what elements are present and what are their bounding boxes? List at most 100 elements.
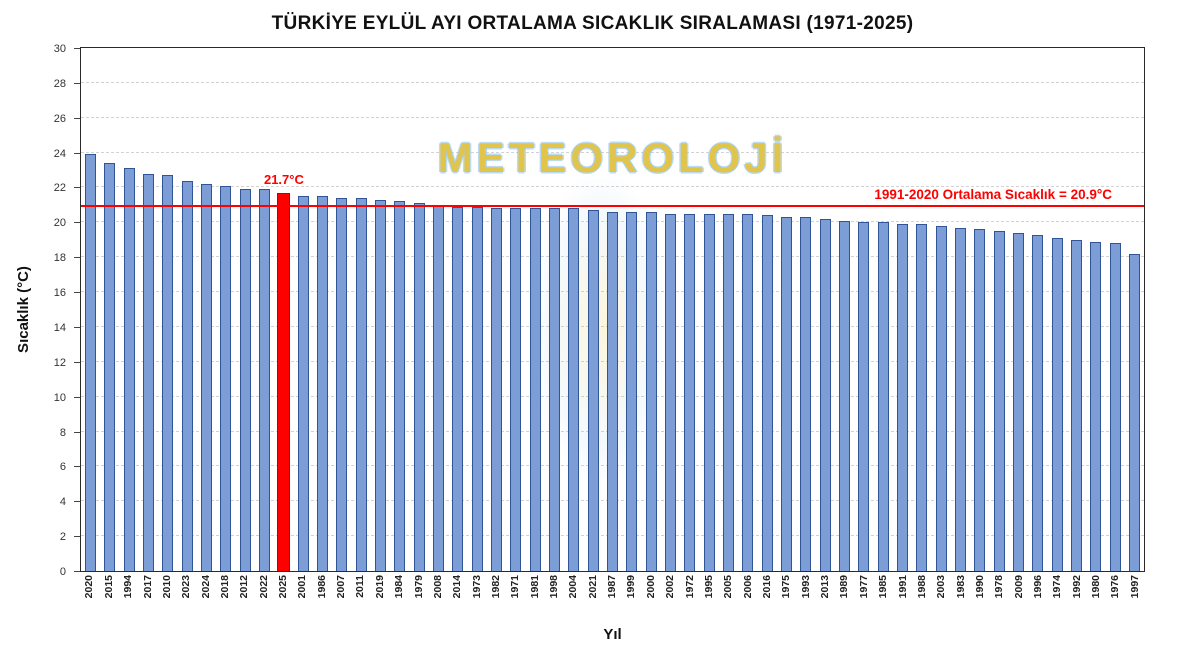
bar-1995	[703, 213, 715, 571]
bar-cell	[236, 48, 255, 571]
x-tick-label: 1999	[625, 575, 638, 599]
x-tick-cell: 2008	[428, 575, 447, 621]
x-tick-cell: 1991	[893, 575, 912, 621]
x-tick-label: 1997	[1128, 575, 1141, 599]
bar-2019	[375, 199, 387, 571]
gridline	[81, 151, 1144, 153]
x-tick-cell: 2003	[932, 575, 951, 621]
x-tick-label: 1987	[606, 575, 619, 599]
x-tick-label: 1972	[683, 575, 696, 599]
bar-2013	[819, 218, 831, 571]
x-tick-label: 2003	[935, 575, 948, 599]
x-tick-label: 1976	[1109, 575, 1122, 599]
bar-1986	[317, 196, 329, 571]
bar-1985	[877, 222, 889, 571]
bar-cell	[642, 48, 661, 571]
x-tick-label: 2010	[160, 575, 173, 599]
bar-1989	[838, 220, 850, 571]
x-tick-label: 2015	[102, 575, 115, 599]
x-tick-cell: 1992	[1067, 575, 1086, 621]
x-tick-cell: 1983	[951, 575, 970, 621]
x-tick-cell: 1993	[796, 575, 815, 621]
bar-1993	[800, 217, 812, 571]
bar-cell	[255, 48, 274, 571]
x-tick-label: 1998	[548, 575, 561, 599]
y-tickmark	[74, 82, 80, 84]
x-tick-cell: 2004	[564, 575, 583, 621]
bar-cell	[197, 48, 216, 571]
bar-2007	[336, 197, 348, 571]
x-tick-label: 1971	[509, 575, 522, 599]
bar-cell	[1067, 48, 1086, 571]
bar-cell	[468, 48, 487, 571]
x-tick-cell: 1990	[971, 575, 990, 621]
bar-2023	[181, 180, 193, 571]
bar-cell	[487, 48, 506, 571]
y-tickmark	[74, 257, 80, 259]
x-tick-label: 2019	[373, 575, 386, 599]
gridline	[81, 116, 1144, 118]
y-tick-label: 0	[59, 566, 66, 578]
bar-2016	[761, 215, 773, 571]
bar-cell	[158, 48, 177, 571]
bar-cell	[757, 48, 776, 571]
x-tick-label: 2011	[354, 575, 367, 598]
x-tick-cell: 2022	[254, 575, 273, 621]
bar-cell	[1125, 48, 1144, 571]
x-tick-label: 2018	[218, 575, 231, 599]
x-tick-label: 1985	[877, 575, 890, 599]
x-tick-label: 1996	[1032, 575, 1045, 599]
y-tickmark	[74, 292, 80, 294]
bar-1982	[491, 208, 503, 571]
x-tick-cell: 1989	[835, 575, 854, 621]
bar-cell	[216, 48, 235, 571]
x-tick-cell: 2014	[448, 575, 467, 621]
y-tickmark	[74, 361, 80, 363]
x-tick-label: 2005	[722, 575, 735, 599]
y-tickmark	[74, 431, 80, 433]
x-tick-cell: 2021	[583, 575, 602, 621]
x-tick-label: 1981	[528, 575, 541, 599]
bar-cell	[815, 48, 834, 571]
bar-2012	[239, 189, 251, 571]
bar-cell	[931, 48, 950, 571]
y-tick-label: 4	[59, 496, 66, 509]
bar-cell	[1105, 48, 1124, 571]
bar-1988	[916, 224, 928, 571]
x-axis-tick-labels: 2020 2015 1994 2017 2010 2023 2024 2018 2012 2022…	[80, 575, 1145, 621]
y-tick-label: 6	[59, 461, 66, 474]
x-tick-label: 2008	[431, 575, 444, 599]
gridline	[81, 81, 1144, 83]
y-axis-title: Sıcaklık (°C)	[14, 266, 32, 353]
x-tick-cell: 2007	[332, 575, 351, 621]
y-tickmark	[74, 117, 80, 119]
x-tick-label: 1992	[1070, 575, 1083, 599]
bar-cell	[332, 48, 351, 571]
bar-cell	[100, 48, 119, 571]
x-tick-cell: 1999	[622, 575, 641, 621]
x-tick-label: 1982	[489, 575, 502, 599]
x-tick-cell: 2023	[177, 575, 196, 621]
bar-2006	[742, 213, 754, 571]
y-tickmark	[74, 152, 80, 154]
x-tick-cell: 2018	[216, 575, 235, 621]
bar-1971	[510, 208, 522, 571]
bar-cell	[352, 48, 371, 571]
x-tick-cell: 2020	[80, 575, 99, 621]
bar-2008	[433, 204, 445, 571]
x-tick-label: 1986	[315, 575, 328, 599]
gridline	[81, 186, 1144, 188]
bar-cell	[448, 48, 467, 571]
bar-cell	[526, 48, 545, 571]
bar-cell	[410, 48, 429, 571]
bar-cell	[1047, 48, 1066, 571]
bar-1998	[549, 208, 561, 571]
x-tick-label: 2000	[644, 575, 657, 599]
bar-1990	[974, 229, 986, 571]
y-tickmark	[74, 536, 80, 538]
bar-2015	[104, 163, 116, 571]
bar-cell	[912, 48, 931, 571]
bar-2009	[1012, 232, 1024, 571]
bar-cell	[390, 48, 409, 571]
